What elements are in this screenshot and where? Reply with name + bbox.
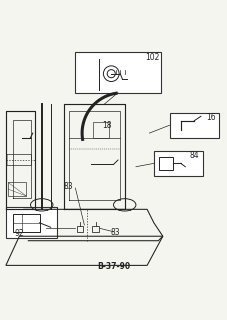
Bar (8, 182, 26, 196)
Bar (75, 52, 160, 93)
Bar (159, 156, 173, 170)
Bar (92, 226, 99, 232)
Bar (93, 122, 109, 138)
Bar (76, 226, 83, 232)
Text: 92: 92 (15, 229, 25, 238)
Text: B-37-90: B-37-90 (97, 262, 130, 271)
Bar (6, 207, 57, 238)
Bar (170, 113, 219, 138)
Text: 83: 83 (64, 182, 74, 191)
Text: 83: 83 (111, 228, 121, 237)
Text: 102: 102 (145, 53, 159, 62)
Bar (154, 151, 203, 176)
Bar (13, 214, 39, 232)
Text: 18: 18 (102, 121, 111, 130)
Text: 84: 84 (190, 151, 199, 160)
Text: 16: 16 (207, 113, 216, 122)
